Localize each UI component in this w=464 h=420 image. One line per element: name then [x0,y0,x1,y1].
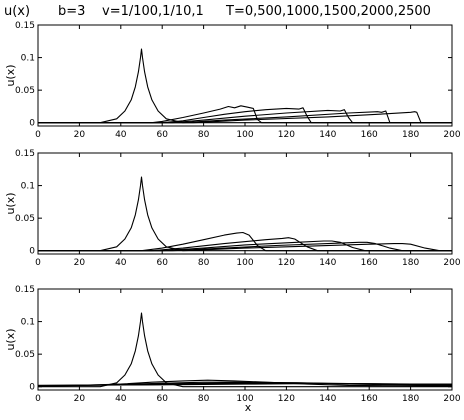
y-tick-label: 0.15 [15,285,35,295]
y-tick-label: 0.05 [15,350,35,360]
y-tick-label: 0 [29,119,35,129]
title-b: b=3 [58,4,85,19]
x-tick-label: 100 [236,258,253,268]
panel-1: 0 20 40 60 80 100 120 140 160 180 200 0 0.05 0.1 0.15 u… [4,21,461,140]
plot-frame [37,288,453,391]
x-tick-label: 180 [402,130,419,140]
series-line-5 [38,110,452,124]
series-line-3 [38,107,452,124]
x-tick-label: 140 [319,130,336,140]
x-tick-label: 180 [402,394,419,404]
x-tick-label: 160 [361,258,378,268]
title-u: u(x) [4,4,30,19]
title-t: T=0,500,1000,1500,2000,2500 [225,4,431,19]
x-tick-label: 200 [443,130,460,140]
series-line-1 [38,48,452,124]
x-tick-label: 80 [198,258,210,268]
x-tick-label: 180 [402,258,419,268]
series-line-1 [38,312,452,388]
series-line-6 [37,382,452,386]
series-line-1 [38,176,452,252]
y-tick-label: 0.05 [15,214,35,224]
x-tick-label: 60 [156,130,168,140]
panel-2: 0 20 40 60 80 100 120 140 160 180 200 0 0.05 0.1 0.15 u… [4,149,461,268]
x-tick-label: 100 [236,394,253,404]
y-tick-label: 0.05 [15,86,35,96]
x-tick-label: 80 [198,130,210,140]
plot-frame [37,24,453,127]
x-tick-label: 100 [236,130,253,140]
y-axis-label: u(x) [4,192,17,214]
series-line-3 [38,237,452,252]
x-tick-label: 80 [198,394,210,404]
x-tick-label: 20 [74,394,86,404]
y-tick-label: 0 [29,383,35,393]
series-line-2 [38,105,452,124]
y-tick-label: 0.1 [21,54,35,64]
x-axis-label: x [245,401,252,414]
x-tick-label: 0 [35,130,41,140]
x-tick-label: 160 [361,130,378,140]
title-nu: v=1/100,1/10,1 [102,4,204,19]
series-line-4 [38,109,452,124]
x-tick-label: 120 [278,130,295,140]
series-line-4 [38,240,452,252]
x-tick-label: 20 [74,258,86,268]
panel-3: 0 20 40 60 80 100 120 140 160 180 200 0 0.05 0.1 0.15 u… [4,285,461,414]
x-tick-label: 40 [115,394,127,404]
x-tick-label: 0 [35,394,41,404]
series-line-6 [38,111,452,124]
y-tick-label: 0.15 [15,149,35,159]
x-tick-label: 140 [319,394,336,404]
figure-title: u(x) b=3 v=1/100,1/10,1 T=0,500,1000,150… [4,4,431,19]
series-line-5 [38,241,452,252]
y-tick-label: 0.15 [15,21,35,31]
x-tick-label: 200 [443,258,460,268]
y-tick-label: 0.1 [21,182,35,192]
y-axis-label: u(x) [4,64,17,86]
x-tick-label: 20 [74,130,86,140]
x-tick-label: 60 [156,394,168,404]
panels: 0 20 40 60 80 100 120 140 160 180 20000.050.10.15u… [4,21,461,414]
x-tick-label: 60 [156,258,168,268]
x-tick-label: 120 [278,258,295,268]
y-tick-label: 0.1 [21,318,35,328]
y-tick-label: 0 [29,247,35,257]
x-tick-label: 40 [115,130,127,140]
plot-frame [37,152,453,255]
x-tick-label: 140 [319,258,336,268]
series-line-6 [38,243,452,252]
x-tick-label: 160 [361,394,378,404]
x-tick-label: 40 [115,258,127,268]
x-tick-label: 200 [443,394,460,404]
x-tick-label: 0 [35,258,41,268]
y-axis-label: u(x) [4,328,17,350]
x-tick-label: 120 [278,394,295,404]
